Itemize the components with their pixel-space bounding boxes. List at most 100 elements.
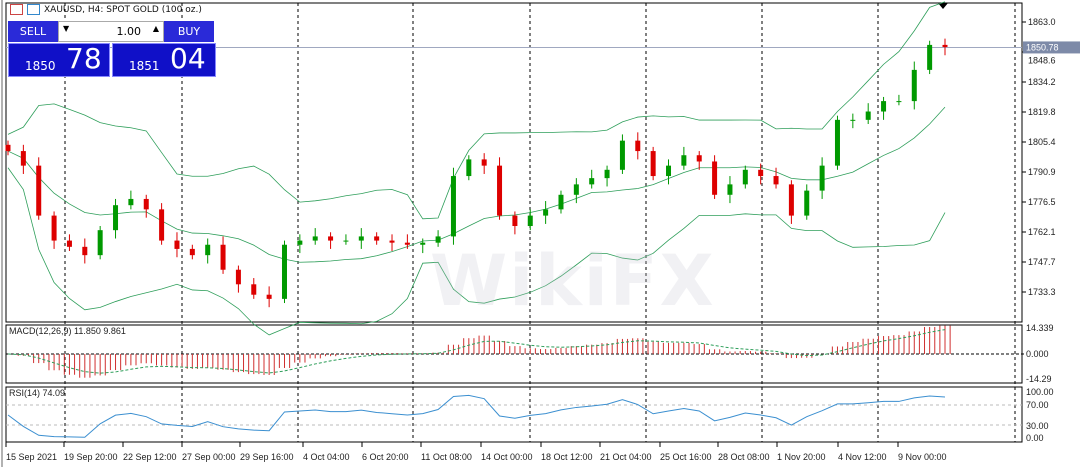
sell-price[interactable]: 1850 78 (8, 43, 110, 77)
y-tick-label: 1733.3 (1028, 287, 1056, 297)
candle-body (5, 144, 11, 152)
buy-price-big: 1851 (129, 59, 160, 73)
chart-window-icon[interactable] (27, 4, 40, 15)
candle-body (834, 119, 840, 166)
candle-body (97, 230, 103, 256)
macd-label: MACD(12,26,9) 11.850 9.861 (9, 326, 126, 336)
bollinger-middle (7, 106, 946, 263)
rsi-tick-label: 70.00 (1026, 400, 1049, 410)
buy-price-pips: 04 (170, 43, 206, 75)
candle-body (220, 244, 226, 270)
increase-lot-icon[interactable]: ▲ (152, 24, 159, 33)
candle-body (450, 176, 456, 237)
current-price-badge (1023, 41, 1080, 54)
macd-tick-label: 14.339 (1026, 323, 1054, 333)
candle-body (66, 240, 72, 247)
candle-body (850, 119, 856, 121)
rsi-tick-label: 100.00 (1026, 387, 1054, 397)
x-tick-label: 15 Sep 2021 (6, 452, 57, 462)
x-tick-label: 29 Sep 16:00 (240, 452, 294, 462)
candle-body (604, 169, 610, 179)
candle-body (589, 178, 595, 185)
decrease-lot-icon[interactable]: ▼ (63, 24, 70, 33)
candle-body (281, 244, 287, 299)
main-panel-frame (5, 2, 1023, 323)
lot-input[interactable]: 1.00 (116, 25, 142, 38)
candle-body (312, 236, 318, 241)
candle-body (911, 69, 917, 102)
candle-body (159, 209, 165, 241)
chart-header: XAUUSD, H4: SPOT GOLD (100 oz.) (10, 4, 202, 15)
candle-body (573, 184, 579, 195)
rsi-panel-frame (5, 386, 1023, 443)
candle-body (742, 169, 748, 185)
candle-body (681, 155, 687, 166)
candle-body (666, 165, 672, 177)
candle-body (804, 190, 810, 216)
candle-body (619, 140, 625, 170)
x-tick-label: 6 Oct 20:00 (362, 452, 409, 462)
candle-body (374, 236, 380, 241)
candle-body (650, 151, 656, 177)
candle-body (51, 215, 57, 241)
candle-body (358, 236, 364, 241)
sell-button[interactable]: SELL (8, 21, 58, 42)
chart-list-icon[interactable] (10, 4, 23, 15)
y-tick-label: 1848.6 (1028, 55, 1056, 65)
candle-body (466, 159, 472, 177)
candle-body (435, 236, 441, 243)
x-tick-label: 22 Sep 12:00 (123, 452, 177, 462)
candle-body (297, 240, 303, 245)
x-tick-label: 9 Nov 00:00 (898, 452, 947, 462)
bollinger-upper (7, 1, 946, 220)
y-tick-label: 1762.1 (1028, 227, 1056, 237)
x-tick-label: 19 Sep 20:00 (64, 452, 118, 462)
x-tick-label: 4 Oct 04:00 (303, 452, 350, 462)
candle-body (235, 269, 241, 285)
candle-body (758, 169, 764, 177)
candle-body (404, 242, 410, 245)
candle-body (543, 209, 549, 216)
candle-body (343, 240, 349, 242)
lot-stepper[interactable]: ▼ 1.00 ▲ (58, 21, 164, 42)
buy-price[interactable]: 1851 04 (112, 43, 216, 77)
candle-body (881, 101, 887, 112)
buy-button[interactable]: BUY (164, 21, 214, 42)
candle-body (205, 244, 211, 256)
x-tick-label: 18 Oct 12:00 (541, 452, 593, 462)
x-tick-label: 1 Nov 20:00 (777, 452, 826, 462)
x-tick-label: 11 Oct 08:00 (421, 452, 472, 462)
x-tick-label: 4 Nov 12:00 (838, 452, 887, 462)
y-tick-label: 1790.9 (1028, 167, 1056, 177)
x-tick-label: 21 Oct 04:00 (600, 452, 652, 462)
candle-body (773, 176, 779, 185)
y-tick-label: 1863.0 (1028, 17, 1056, 27)
candle-body (819, 165, 825, 191)
candle-body (420, 242, 426, 245)
macd-signal-line (7, 329, 946, 374)
candle-body (512, 215, 518, 227)
y-tick-label: 1819.8 (1028, 107, 1056, 117)
y-tick-label: 1776.5 (1028, 197, 1056, 207)
y-tick-label: 1747.7 (1028, 257, 1056, 267)
rsi-label: RSI(14) 74.09 (9, 388, 65, 398)
candle-body (389, 240, 395, 243)
chart-title: XAUUSD, H4: SPOT GOLD (100 oz.) (44, 4, 202, 15)
candle-body (727, 184, 733, 195)
candle-body (927, 44, 933, 70)
x-tick-label: 14 Oct 00:00 (481, 452, 533, 462)
candle-body (558, 194, 564, 210)
candle-body (143, 198, 149, 210)
candle-body (36, 165, 42, 216)
candle-body (251, 284, 257, 295)
candle-body (481, 159, 487, 166)
bollinger-lower (7, 167, 946, 336)
y-tick-label: 1805.4 (1028, 137, 1056, 147)
candle-body (896, 101, 902, 103)
candle-body (189, 248, 195, 256)
candle-body (942, 44, 948, 47)
candle-body (113, 205, 119, 231)
candle-body (497, 165, 503, 216)
rsi-tick-label: 0.00 (1026, 433, 1044, 443)
